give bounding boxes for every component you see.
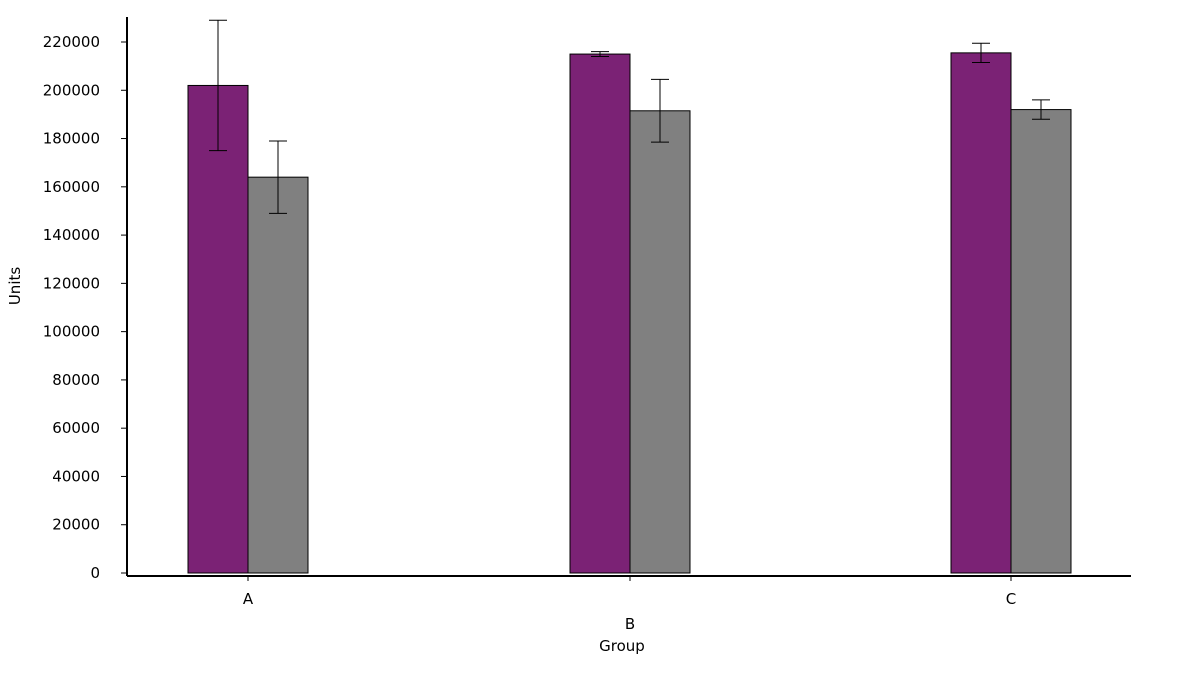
bar-b-series-2 [629,110,691,574]
bar-c-series-1 [950,52,1012,574]
error-bar-b-series-2 [651,78,669,143]
error-bars-layer [209,19,1050,214]
y-axis-title: Units [6,267,24,306]
bar-a-series-1 [187,84,249,574]
x-tick-label: A [243,590,254,608]
x-tick-label: C [1006,590,1016,608]
x-ticks-layer: A B C [243,576,1016,633]
error-bar-b-series-1 [591,51,609,57]
y-tick-label: 100000 [43,323,100,341]
y-tick-label: 80000 [52,371,100,389]
x-axis-title: Group [599,637,645,655]
y-tick-label: 180000 [43,130,100,148]
axes-layer [126,17,1131,577]
y-tick-label: 120000 [43,274,100,292]
y-tick-label: 200000 [43,81,100,99]
y-tick-label: 160000 [43,178,100,196]
error-bar-c-series-2 [1032,99,1050,120]
bars-layer [187,52,1072,574]
y-tick-label: 40000 [52,467,100,485]
bar-a-series-2 [247,176,309,574]
y-tick-label: 220000 [43,33,100,51]
y-tick-label: 0 [90,564,100,582]
bar-c-series-2 [1010,109,1072,574]
y-ticks-layer: 0 20000 40000 60000 80000 100000 120000 140000 1… [43,33,127,582]
x-tick-label: B [625,615,635,633]
y-tick-label: 20000 [52,516,100,534]
y-tick-label: 60000 [52,419,100,437]
y-tick-label: 140000 [43,226,100,244]
error-bar-a-series-2 [269,140,287,214]
error-bar-c-series-1 [972,42,990,64]
error-bar-a-series-1 [209,19,227,152]
bar-b-series-1 [569,53,631,574]
